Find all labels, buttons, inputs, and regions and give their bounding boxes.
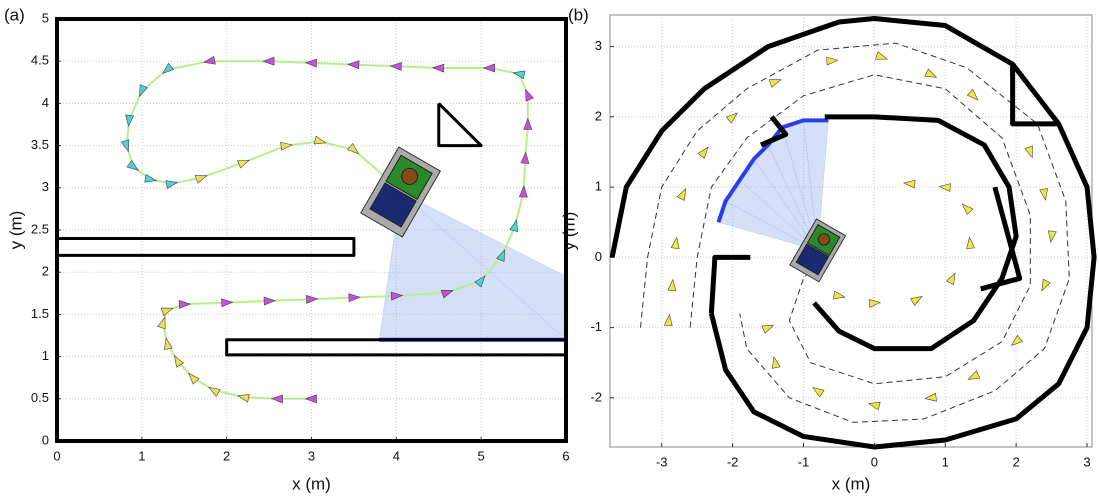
x-tick-label: 0	[871, 454, 878, 469]
y-tick-label: 1	[595, 179, 602, 194]
x-tick-label: -3	[656, 454, 668, 469]
x-tick-label: 3	[308, 448, 315, 463]
plot-area	[610, 15, 1092, 447]
y-tick-label: 3	[595, 38, 602, 53]
x-tick-label: 4	[393, 448, 400, 463]
x-tick-label: 1	[138, 448, 145, 463]
y-tick-label: 1	[42, 348, 49, 363]
panel: 0 1 2 3 4 5 6 0 0.5 1 1.5 2 2.5 3 3.5 4 4.5 5 (a) x (m) y (m…	[4, 5, 570, 493]
y-tick-label: 2.5	[31, 221, 49, 236]
y-tick-label: 3.5	[31, 137, 49, 152]
figure: 0 1 2 3 4 5 6 0 0.5 1 1.5 2 2.5 3 3.5 4 4.5 5 (a) x (m) y (m…	[0, 0, 1099, 498]
x-axis-label: x (m)	[832, 474, 871, 493]
panel-label: (a)	[4, 5, 25, 24]
y-tick-label: -2	[590, 389, 602, 404]
x-tick-label: -2	[727, 454, 739, 469]
x-tick-label: 2	[223, 448, 230, 463]
y-tick-label: 1.5	[31, 306, 49, 321]
x-tick-label: 2	[1013, 454, 1020, 469]
y-tick-label: 0	[42, 432, 49, 447]
y-tick-label: 0	[595, 249, 602, 264]
y-tick-label: 0.5	[31, 390, 49, 405]
x-tick-label: -1	[798, 454, 810, 469]
y-tick-label: -1	[590, 319, 602, 334]
x-tick-label: 3	[1083, 454, 1090, 469]
x-axis-label: x (m)	[292, 474, 331, 493]
panel-label: (b)	[568, 5, 589, 24]
x-tick-label: 1	[942, 454, 949, 469]
x-tick-label: 5	[478, 448, 485, 463]
y-tick-label: 2	[595, 108, 602, 123]
y-axis-label: y (m)	[559, 212, 578, 251]
panel: -3 -2 -1 0 1 2 3 -2 -1 0 1 2 3 (b) x (m) y (m)	[559, 5, 1094, 493]
y-tick-label: 4	[42, 95, 49, 110]
x-tick-label: 0	[53, 448, 60, 463]
y-tick-label: 5	[42, 10, 49, 25]
y-tick-label: 2	[42, 264, 49, 279]
y-axis-label: y (m)	[6, 211, 25, 250]
y-tick-label: 3	[42, 179, 49, 194]
x-tick-label: 6	[562, 448, 569, 463]
y-tick-label: 4.5	[31, 53, 49, 68]
